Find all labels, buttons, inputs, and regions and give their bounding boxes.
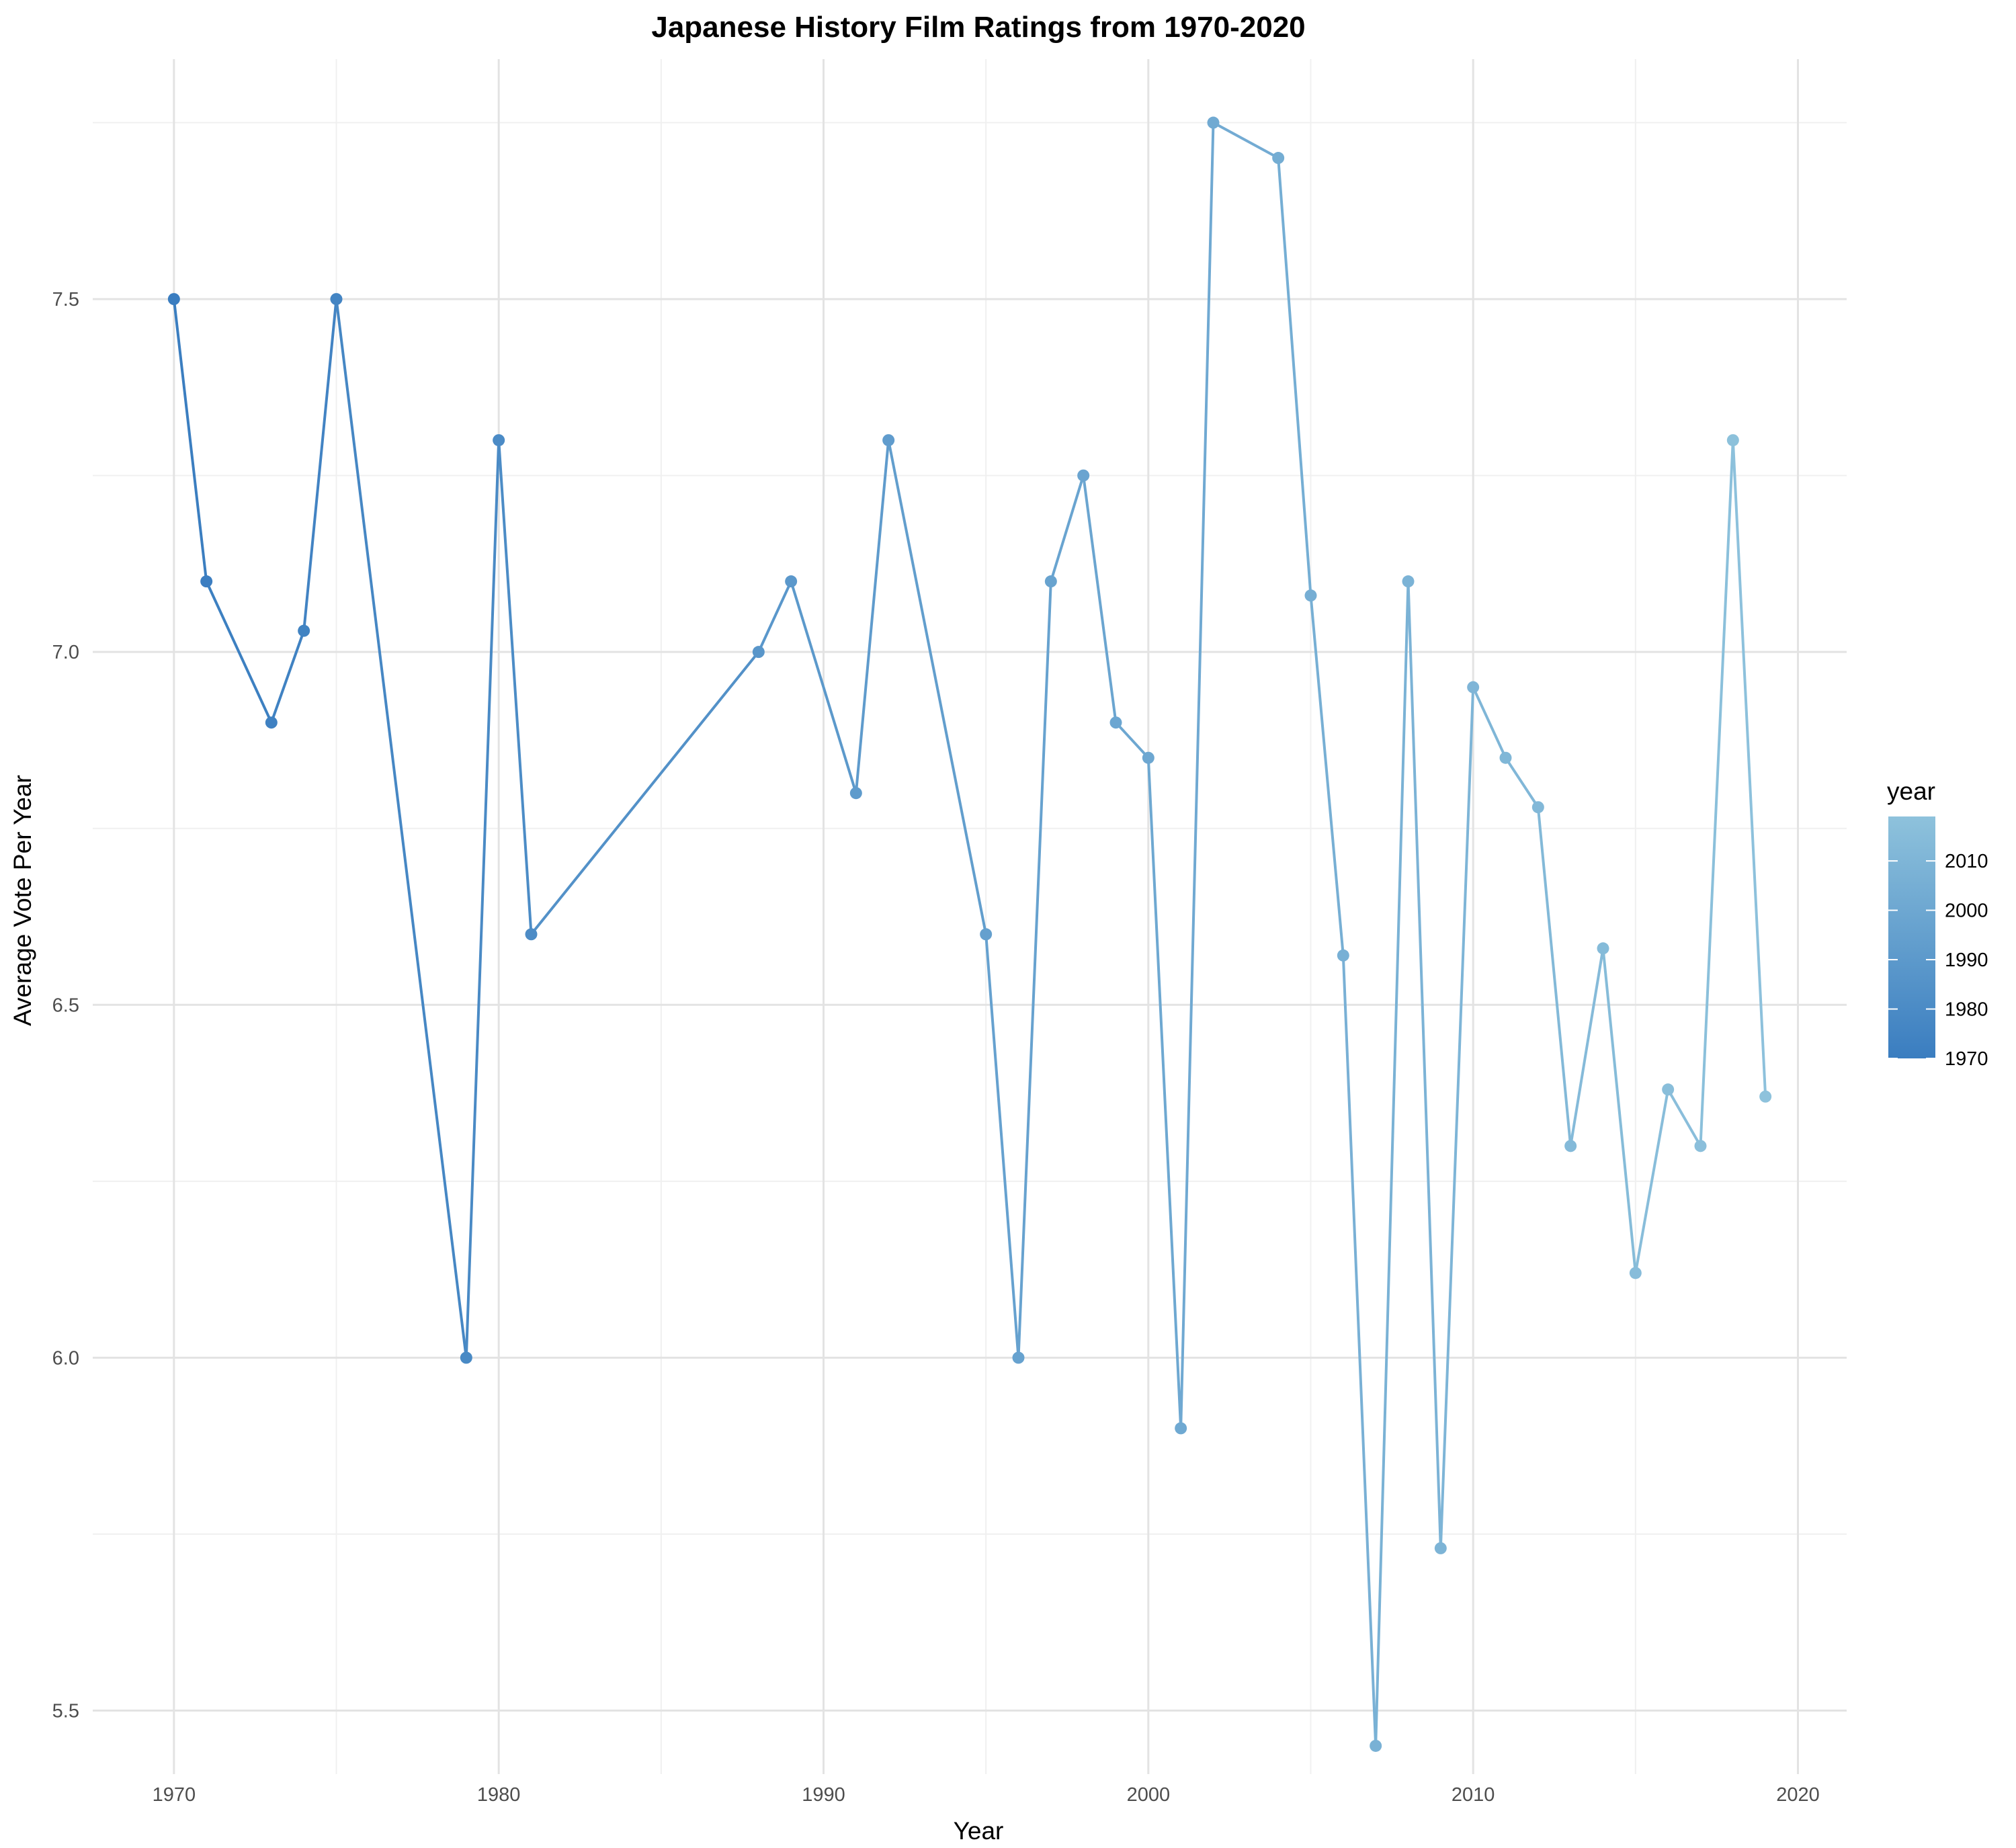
legend-tick-label: 1970: [1945, 1048, 1988, 1070]
line-segment: [1569, 947, 1605, 1148]
data-point: [298, 624, 310, 637]
data-point: [493, 434, 505, 447]
data-point: [849, 787, 862, 800]
data-point: [1337, 949, 1349, 962]
data-point: [1402, 575, 1415, 588]
legend-tick-label: 1980: [1945, 999, 1988, 1021]
line-segment: [1374, 580, 1410, 1747]
data-point: [1759, 1090, 1772, 1103]
data-point: [1726, 434, 1739, 447]
data-point: [1694, 1140, 1707, 1152]
data-point: [1467, 681, 1480, 694]
line-segment: [1731, 439, 1767, 1098]
x-tick-label: 1980: [477, 1784, 521, 1806]
x-tick-label: 2000: [1127, 1784, 1171, 1806]
y-tick-label: 6.5: [52, 995, 79, 1016]
data-point: [330, 293, 343, 306]
tick-labels: 1970 1980 1990 2000 2010 2020 5.5 6.0 6.5 7.0 7.5: [52, 289, 1820, 1806]
data-point: [1499, 751, 1512, 764]
line-segment: [205, 580, 273, 724]
data-point: [1434, 1542, 1447, 1554]
y-tick-label: 7.0: [52, 642, 79, 663]
line-segment: [984, 933, 1020, 1359]
data-point: [1629, 1267, 1642, 1279]
data-point: [1109, 716, 1122, 729]
data-point: [1012, 1351, 1025, 1364]
legend-colorbar: [1888, 816, 1935, 1058]
data-point: [1044, 575, 1057, 588]
line-segment: [1146, 756, 1183, 1430]
data-point: [1142, 751, 1154, 764]
x-tick-label: 1990: [802, 1784, 845, 1806]
data-point: [265, 716, 278, 729]
line-segment: [1439, 685, 1475, 1550]
legend-title: year: [1887, 778, 1935, 805]
data-point: [1207, 116, 1220, 129]
line-segment: [1114, 721, 1150, 759]
data-point: [1597, 942, 1609, 955]
data-point: [1304, 589, 1317, 602]
line-segment: [335, 298, 468, 1359]
data-point: [1662, 1083, 1675, 1096]
x-tick-label: 2020: [1776, 1784, 1820, 1806]
line-segment: [1017, 580, 1052, 1359]
line-segment: [1406, 580, 1442, 1550]
data-point: [460, 1351, 472, 1364]
x-tick-label: 1970: [153, 1784, 196, 1806]
data-point: [525, 928, 538, 941]
line-segment: [790, 580, 857, 795]
line-segment: [172, 298, 208, 583]
line-segment: [464, 439, 501, 1359]
line-segment: [1536, 806, 1572, 1148]
data-point: [882, 434, 895, 447]
line-segment: [269, 629, 306, 724]
legend-tick-label: 1990: [1945, 950, 1988, 971]
line-segment: [1309, 594, 1345, 957]
line-segment: [1699, 439, 1734, 1148]
y-tick-label: 5.5: [52, 1700, 79, 1722]
line-segment: [1049, 474, 1085, 583]
data-point: [1531, 801, 1544, 814]
line-segment: [1504, 756, 1540, 809]
data-point: [1564, 1140, 1577, 1152]
x-axis-title: Year: [954, 1817, 1004, 1845]
line-segment: [887, 439, 988, 936]
y-axis-title: Average Vote Per Year: [9, 775, 36, 1026]
line-segment: [530, 650, 760, 936]
data-point: [1077, 469, 1090, 482]
legend-ticks: 1970 1980 1990 2000 2010: [1888, 851, 1988, 1070]
legend-tick-label: 2000: [1945, 900, 1988, 922]
line-segment: [1634, 1088, 1670, 1275]
line-segment: [1601, 947, 1637, 1275]
data-point: [980, 928, 993, 941]
y-tick-label: 7.5: [52, 289, 79, 310]
chart-title: Japanese History Film Ratings from 1970-…: [651, 11, 1305, 44]
line-segment: [854, 439, 890, 795]
line-segment: [1082, 474, 1118, 724]
data-point: [1370, 1739, 1382, 1752]
x-tick-label: 2010: [1452, 1784, 1495, 1806]
line-segment: [1212, 121, 1280, 160]
legend-tick-label: 2010: [1945, 851, 1988, 872]
data-point: [1175, 1422, 1187, 1435]
line-segment: [1667, 1088, 1702, 1148]
line-segment: [757, 580, 793, 654]
line-segment: [1341, 954, 1378, 1747]
grid: [93, 59, 1847, 1774]
line-segment: [497, 439, 533, 936]
data-point: [167, 293, 180, 306]
data-point: [200, 575, 213, 588]
line-segment: [302, 298, 338, 632]
data-point: [752, 646, 765, 659]
series-points: [167, 116, 1772, 1752]
legend: year 1970 1980 1990 2000 2010: [1887, 778, 1988, 1070]
line-segment: [1179, 121, 1215, 1430]
series-line: [172, 121, 1767, 1747]
line-segment: [1472, 685, 1507, 759]
data-point: [785, 575, 798, 588]
y-tick-label: 6.0: [52, 1347, 79, 1369]
line-segment: [1277, 157, 1312, 597]
data-point: [1272, 152, 1285, 165]
